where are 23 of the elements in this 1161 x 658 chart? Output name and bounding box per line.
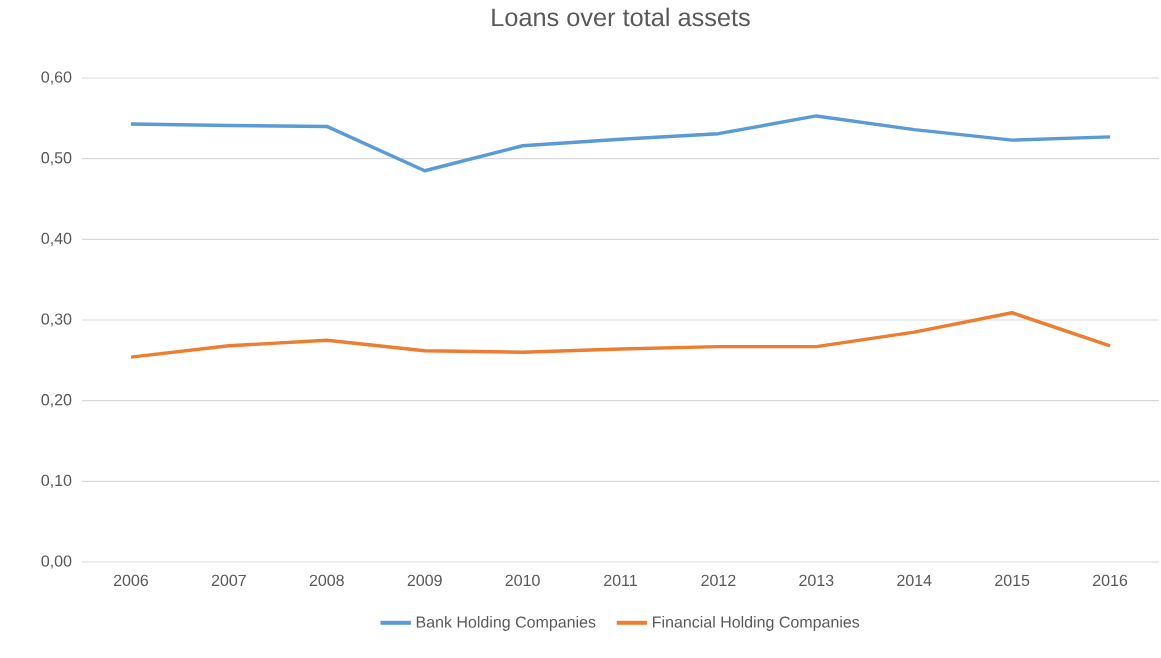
- x-tick-label: 2014: [897, 574, 932, 587]
- y-tick-label: 0,20: [41, 394, 72, 408]
- x-tick-label: 2013: [799, 574, 834, 587]
- y-tick-label: 0,00: [41, 555, 72, 569]
- x-tick-label: 2012: [701, 574, 736, 587]
- legend-label: Financial Holding Companies: [653, 616, 860, 631]
- y-tick-label: 0,30: [41, 313, 72, 327]
- x-tick-label: 2011: [604, 574, 637, 587]
- legend-label: Bank Holding Companies: [416, 616, 596, 631]
- y-tick-label: 0,10: [41, 474, 72, 488]
- x-tick-label: 2008: [309, 574, 344, 587]
- line-series: [129, 114, 1112, 173]
- x-tick-label: 2010: [505, 574, 540, 587]
- x-tick-label: 2007: [211, 574, 246, 587]
- x-tick-label: 2006: [113, 574, 149, 587]
- x-tick-label: 2015: [995, 574, 1030, 587]
- line-series: [129, 311, 1112, 359]
- x-tick-label: 2016: [1093, 574, 1128, 587]
- chart-title: Loans over total assets: [492, 7, 750, 27]
- y-tick-label: 0,50: [41, 152, 72, 166]
- y-tick-label: 0,60: [41, 71, 72, 85]
- x-tick-label: 2009: [407, 574, 442, 587]
- y-tick-label: 0,40: [41, 232, 72, 246]
